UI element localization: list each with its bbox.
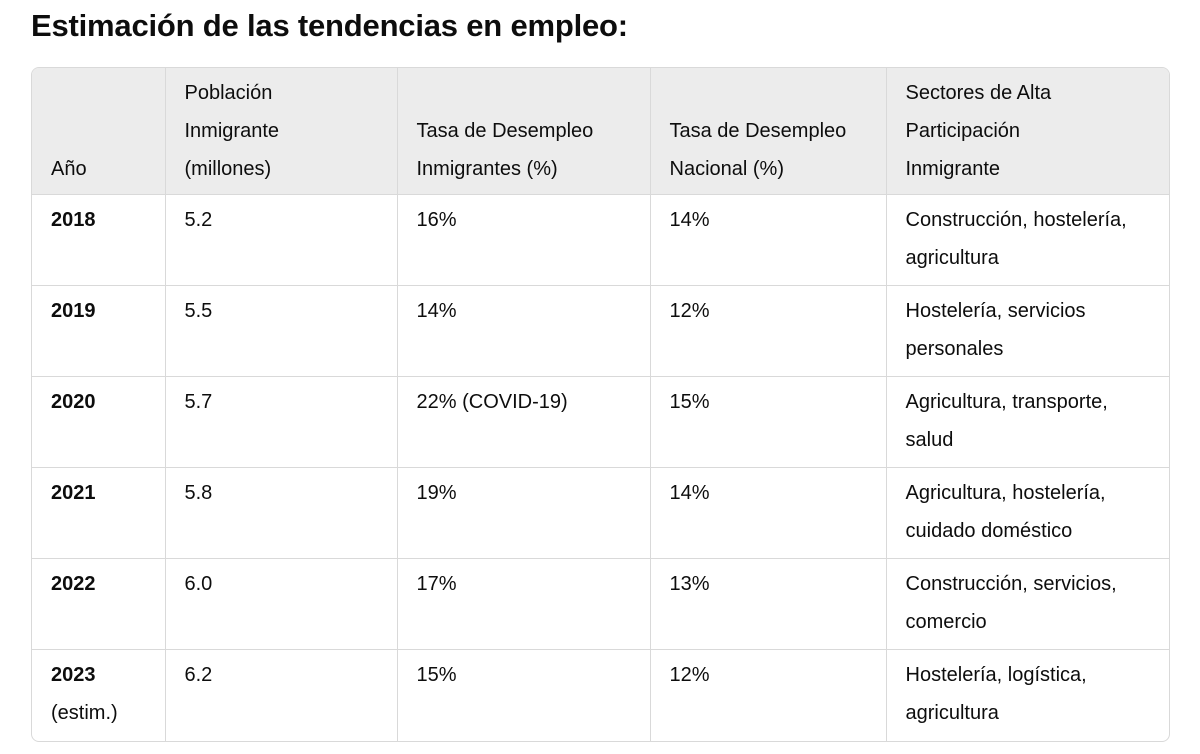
header-cell: Población Inmigrante (millones): [165, 68, 398, 195]
header-text: Año: [51, 158, 87, 180]
table-row: 2021 5.8 19% 14% Agricultura, hostelería, cu…: [32, 467, 1169, 559]
year-cell: 2022: [32, 558, 166, 650]
header-text: Nacional (%): [669, 158, 784, 180]
table-cell: Hostelería, logística, agricultura: [905, 664, 1087, 724]
table-cell: 14%: [650, 467, 887, 559]
table-cell: 5.5: [165, 285, 398, 377]
table-row: 2022 6.0 17% 13% Construcción, servicios, co…: [32, 558, 1169, 650]
header-row: Año Población Inmigrante (millones) Tasa de …: [32, 68, 1169, 195]
table-cell: 5.7: [165, 376, 398, 468]
table-cell: 6.0: [165, 558, 398, 650]
table-cell: 13%: [650, 558, 887, 650]
table-row: 2018 5.2 16% 14% Construcción, hostelería, a…: [32, 194, 1169, 286]
year-cell: 2021: [32, 467, 166, 559]
year: 2018: [51, 209, 96, 231]
table-cell: Construcción, servicios, comercio: [886, 558, 1169, 650]
year-note: (estim.): [51, 702, 118, 724]
table-container: Año Población Inmigrante (millones) Tasa de …: [31, 67, 1170, 742]
table-cell: 5.2: [165, 194, 398, 286]
table-body: 2018 5.2 16% 14% Construcción, hostelería, a…: [32, 194, 1169, 741]
table-cell: 19%: [397, 467, 651, 559]
table-cell: 17%: [397, 558, 651, 650]
table-cell: 12%: [650, 285, 887, 377]
table-cell: 6.2: [165, 649, 398, 741]
table-cell: Agricultura, transporte, salud: [886, 376, 1169, 468]
header-cell: Año: [32, 68, 166, 195]
year-cell: 2018: [32, 194, 166, 286]
table-row: 2019 5.5 14% 12% Hostelería, servicios perso…: [32, 285, 1169, 377]
year: 2021: [51, 482, 96, 504]
header-text: (millones): [184, 158, 272, 180]
table-cell: Hostelería, servicios personales: [886, 285, 1169, 377]
header-text: Participación: [905, 120, 1021, 142]
table-cell: 22% (COVID-19): [397, 376, 651, 468]
table-cell: Agricultura, hostelería, cuidado domésti…: [886, 467, 1169, 559]
year: 2023: [51, 664, 96, 686]
header-cell: Tasa de Desempleo Nacional (%): [650, 68, 887, 195]
table-cell: 14%: [397, 285, 651, 377]
data-table: Año Población Inmigrante (millones) Tasa de …: [32, 68, 1169, 741]
year: 2020: [51, 391, 96, 413]
year: 2019: [51, 300, 96, 322]
table-cell: 12%: [650, 649, 887, 741]
header-text: Inmigrante: [184, 120, 280, 142]
table-cell: 15%: [397, 649, 651, 741]
header-text: Tasa de Desempleo: [416, 120, 594, 142]
year-cell: 2020: [32, 376, 166, 468]
header-text: Población: [184, 82, 273, 104]
table-cell: Construcción, hostelería, agricultura: [886, 194, 1169, 286]
year-cell: 2019: [32, 285, 166, 377]
header-text: Sectores de Alta: [905, 82, 1052, 104]
table-cell: 5.8: [165, 467, 398, 559]
table-cell: 15%: [650, 376, 887, 468]
table-cell: 14%: [650, 194, 887, 286]
year-cell: 2023 (estim.): [32, 649, 166, 741]
header-cell: Sectores de Alta Participación Inmigrante: [886, 68, 1169, 195]
table-row: 2020 5.7 22% (COVID-19) 15% Agricultura, tra…: [32, 376, 1169, 468]
table-cell: 16%: [397, 194, 651, 286]
header-text: Inmigrante: [905, 158, 1001, 180]
heading: Estimación de las tendencias en empleo:: [31, 8, 628, 43]
table-row: 2023 (estim.) 6.2 15% 12% Hostelería, logísti…: [32, 649, 1169, 741]
year: 2022: [51, 573, 96, 595]
header-cell: Tasa de Desempleo Inmigrantes (%): [397, 68, 651, 195]
header-text: Tasa de Desempleo: [669, 120, 847, 142]
header-text: Inmigrantes (%): [416, 158, 558, 180]
